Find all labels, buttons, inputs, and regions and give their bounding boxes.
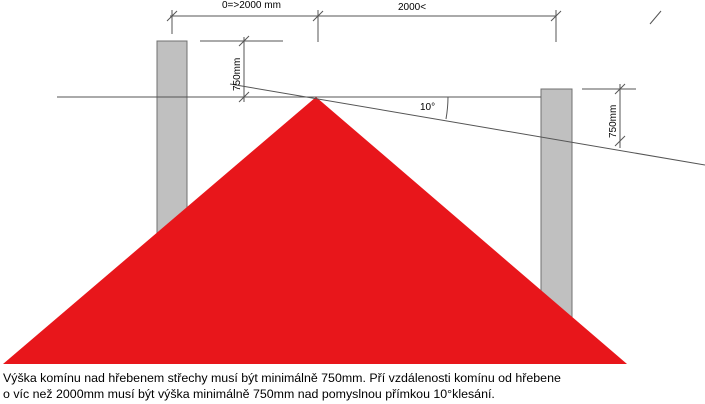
angle-label: 10° <box>420 102 435 113</box>
dim-slash-center <box>312 10 324 22</box>
caption: Výška komínu nad hřebenem střechy musí b… <box>3 371 703 402</box>
angle-arc <box>445 96 449 120</box>
ten-degree-line <box>229 83 705 166</box>
dim-label-0-2000: 0=>2000 mm <box>222 0 281 11</box>
stray-slash <box>649 10 662 25</box>
right-vert-slash-top <box>614 83 626 95</box>
left-vert-slash-bottom <box>238 91 250 103</box>
caption-line-2: o víc než 2000mm musí být výška minimáln… <box>3 386 495 401</box>
right-vert-slash-bottom <box>614 135 626 147</box>
left-vert-slash-top <box>238 35 250 47</box>
dim-slash-left <box>166 10 178 22</box>
dim-label-right-750: 750mm <box>608 105 619 138</box>
dim-label-left-750: 750mm <box>232 58 243 91</box>
roof <box>3 97 627 364</box>
right-chimney <box>540 88 573 319</box>
dim-slash-right <box>550 10 562 22</box>
caption-line-1: Výška komínu nad hřebenem střechy musí b… <box>3 371 561 385</box>
dim-label-2000: 2000< <box>398 2 426 13</box>
